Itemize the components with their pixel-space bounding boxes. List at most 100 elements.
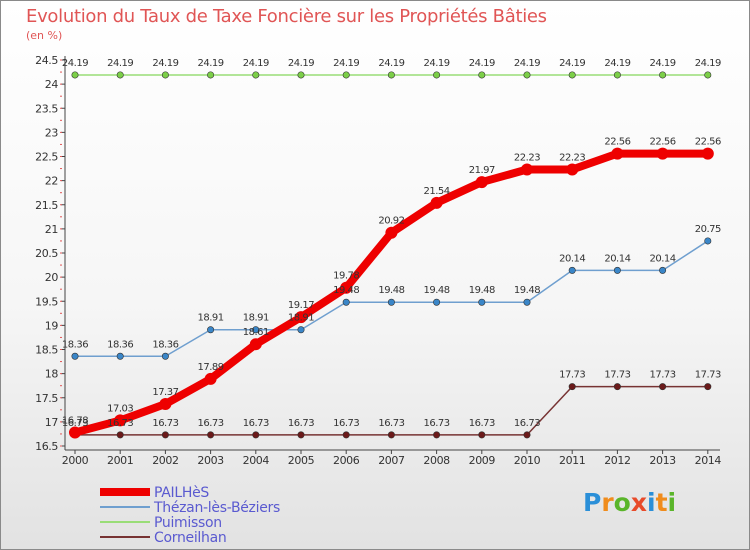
data-label: 24.19 [107,58,133,69]
x-tick-label: 2012 [604,454,630,467]
data-label: 20.14 [559,253,585,264]
data-point [297,326,305,334]
data-label: 20.92 [378,216,404,227]
axes [60,56,720,454]
x-tick-label: 2006 [333,454,360,467]
x-tick-label: 2001 [107,454,133,467]
x-tick-label: 2013 [649,454,676,467]
data-label: 18.91 [198,313,224,324]
data-label: 22.56 [695,137,721,148]
data-point [159,398,172,411]
data-point [207,326,215,334]
data-point [204,372,217,385]
data-label: 19.78 [333,271,359,282]
data-point [475,176,488,189]
chart-title: Evolution du Taux de Taxe Foncière sur l… [26,6,547,27]
x-tick-label: 2002 [152,454,178,467]
data-label: 18.36 [62,339,88,350]
data-point [568,266,576,274]
data-point [568,71,576,79]
data-point [161,71,169,79]
logo-letter: o [613,488,631,517]
tick-labels: 16.5 17 17.5 18 18.5 19 19.5 20 20.5 21 21.5 22 22.5… [35,54,722,467]
y-tick-label: 21 [45,223,58,236]
data-point [433,71,441,79]
data-label: 16.78 [62,415,88,426]
data-label: 20.14 [604,253,630,264]
data-point [69,426,81,439]
data-point [659,71,667,79]
data-point [523,71,531,79]
y-tick-label: 22.5 [35,151,58,164]
y-tick-label: 16.5 [35,440,58,453]
data-point [387,71,395,79]
data-point [568,383,576,391]
data-point [478,298,486,306]
logo-letter: P [583,488,602,517]
data-point [342,298,350,306]
data-label: 21.97 [469,165,495,176]
data-point [252,431,260,439]
data-label: 24.19 [695,58,721,69]
y-tick-label: 23 [45,126,59,139]
data-point [656,147,669,160]
x-tick-label: 2005 [288,454,315,467]
data-label: 18.36 [107,339,133,350]
data-label: 24.19 [514,58,540,69]
data-label: 20.14 [650,253,676,264]
data-point [613,383,621,391]
data-point [478,71,486,79]
y-tick-label: 18.5 [35,344,58,357]
y-tick-label: 20 [45,271,59,284]
data-point [704,71,712,79]
data-label: 19.48 [514,285,540,296]
data-point [342,431,350,439]
data-label: 18.91 [288,313,314,324]
data-label: 24.19 [650,58,676,69]
data-point [342,71,350,79]
data-label: 18.61 [243,327,269,338]
data-point [116,352,124,360]
legend-label: Corneilhan [154,530,226,546]
x-tick-label: 2010 [514,454,541,467]
logo-letter: x [630,488,647,517]
data-point [295,311,307,324]
data-label: 16.73 [424,418,450,429]
data-point [704,237,712,245]
data-label: 17.73 [604,370,630,381]
data-point [430,196,443,209]
data-label: 24.19 [62,58,88,69]
data-point [385,226,398,239]
data-point [433,298,441,306]
data-label: 24.19 [469,58,495,69]
series-layer [69,71,714,439]
data-label: 17.03 [107,403,133,414]
x-tick-label: 2009 [469,454,496,467]
data-label: 17.37 [152,387,178,398]
data-point [161,431,169,439]
data-point [340,281,353,294]
data-label: 24.19 [424,58,450,69]
data-label: 24.19 [288,58,314,69]
y-tick-label: 18 [45,368,59,381]
data-point [161,352,169,360]
data-label: 16.73 [107,418,133,429]
logo-letter: i [667,488,677,517]
data-label: 18.36 [152,339,178,350]
data-point [478,431,486,439]
data-label: 21.54 [424,186,450,197]
data-label: 22.56 [650,137,676,148]
legend-label: Thézan-lès-Béziers [153,500,280,516]
y-tick-label: 19.5 [35,295,58,308]
y-tick-label: 17.5 [35,392,58,405]
y-tick-label: 20.5 [35,247,58,260]
data-point [116,71,124,79]
data-label: 18.91 [243,313,269,324]
data-label: 16.73 [333,418,359,429]
chart-subtitle: (en %) [26,29,63,42]
data-label: 24.19 [333,58,359,69]
data-label: 16.73 [469,418,495,429]
y-tick-label: 19 [45,319,59,332]
proxiti-logo: Proxiti [583,488,676,517]
